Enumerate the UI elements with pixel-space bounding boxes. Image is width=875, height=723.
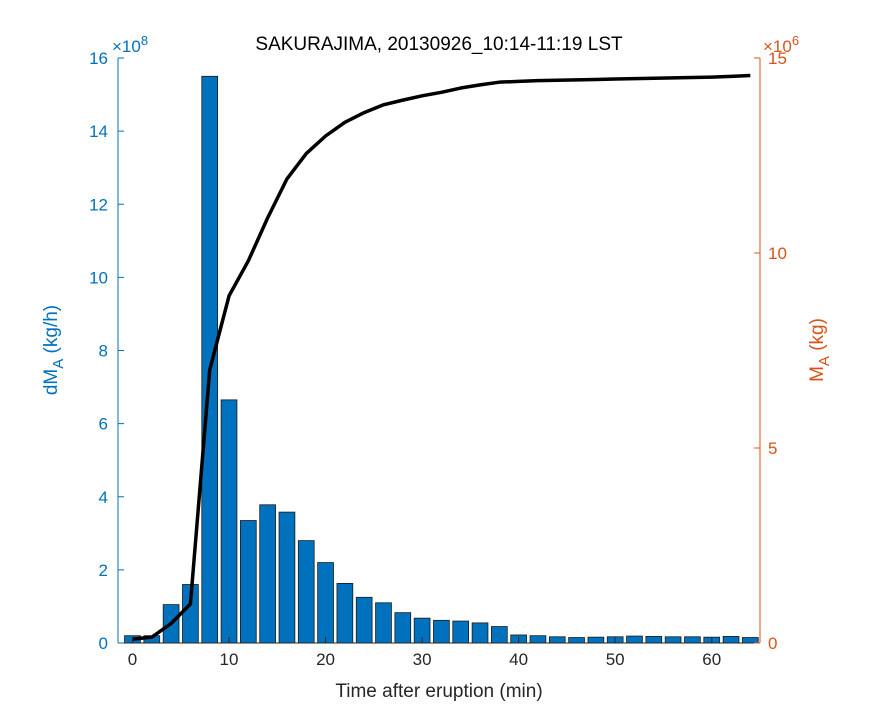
bar (278, 511, 296, 644)
bar (375, 602, 392, 644)
bar (355, 596, 373, 644)
bar (201, 75, 219, 644)
bar (529, 635, 547, 644)
bar (722, 636, 740, 644)
bar (587, 636, 605, 644)
bar (433, 619, 450, 644)
y-left-tick-label: 2 (99, 561, 108, 580)
y-left-tick-label: 16 (89, 49, 108, 68)
x-tick-label: 10 (220, 650, 239, 669)
bar (317, 562, 334, 644)
y-left-tick-label: 0 (99, 634, 108, 653)
y-right-tick-label: 0 (768, 634, 777, 653)
bar (568, 637, 585, 644)
y-right-axis-label: MA (kg) (807, 318, 833, 382)
bar (548, 636, 566, 644)
y-left-tick-label: 4 (99, 488, 108, 507)
x-tick-label: 50 (606, 650, 625, 669)
bar (259, 504, 276, 644)
bar (240, 520, 257, 644)
y-left-tick-label: 12 (89, 195, 108, 214)
y-right-tick-label: 15 (768, 49, 787, 68)
tick-labels: 0 10 20 30 40 50 60 0 2 4 6 8 10 12 14 16 0 5 10 15 (89, 49, 787, 669)
chart-title: SAKURAJIMA, 20130926_10:14-11:19 LST (255, 34, 623, 55)
y-left-tick-label: 6 (99, 415, 108, 434)
x-tick-label: 60 (702, 650, 721, 669)
x-tick-label: 30 (413, 650, 432, 669)
bar (645, 636, 663, 644)
bar (664, 636, 682, 644)
cumulative-line-series (132, 73, 751, 641)
bar (626, 635, 643, 644)
y-left-tick-label: 8 (99, 342, 108, 361)
bar (452, 620, 470, 644)
x-tick-label: 20 (316, 650, 335, 669)
x-axis-label: Time after eruption (min) (335, 681, 542, 702)
bar (471, 622, 489, 644)
bar (684, 636, 701, 644)
bar (394, 612, 412, 644)
bar-series (124, 75, 759, 644)
y-left-tick-label: 10 (89, 268, 108, 287)
bar (742, 637, 759, 644)
y-left-exponent: ×108 (112, 33, 148, 56)
bar (297, 540, 315, 644)
y-right-tick-label: 10 (768, 244, 787, 263)
y-right-exponent: ×106 (763, 33, 799, 56)
x-tick-label: 0 (128, 650, 137, 669)
cumulative-mass-line (132, 73, 751, 641)
y-right-tick-label: 5 (768, 439, 777, 458)
bar (336, 583, 354, 644)
bar (491, 626, 508, 644)
y-left-tick-label: 14 (89, 122, 108, 141)
axes (117, 57, 761, 644)
y-left-axis-label: dMA (kg/h) (41, 305, 67, 395)
bar (220, 399, 238, 644)
x-tick-label: 40 (509, 650, 528, 669)
